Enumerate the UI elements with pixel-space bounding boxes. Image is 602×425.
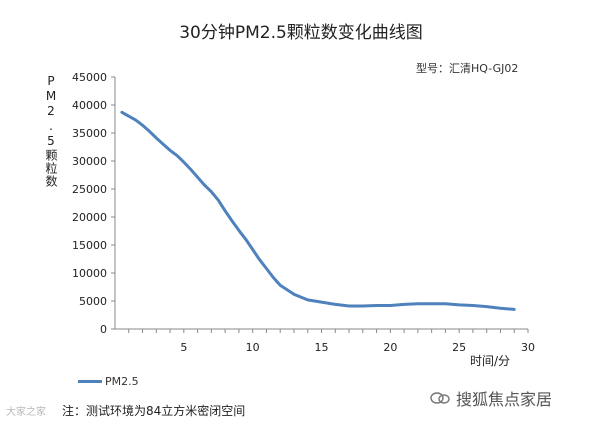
legend: PM2.5 <box>78 375 139 388</box>
y-tick-label: 5000 <box>79 295 107 308</box>
y-axis-label: PM2.5颗粒数 <box>44 74 58 188</box>
y-tick-label: 45000 <box>72 71 107 84</box>
series-lines <box>120 110 516 311</box>
y-tick-label: 25000 <box>72 183 107 196</box>
x-tick-label: 5 <box>180 341 187 354</box>
y-tick-label: 20000 <box>72 211 107 224</box>
brand-text: 搜狐焦点家居 <box>456 390 553 409</box>
x-axis-label: 时间/分 <box>470 354 510 368</box>
x-tick-label: 25 <box>452 341 466 354</box>
y-tick-label: 10000 <box>72 267 107 280</box>
x-tick-label: 15 <box>315 341 329 354</box>
x-tick-label: 20 <box>383 341 397 354</box>
x-tick-label: 30 <box>521 341 535 354</box>
y-tick-label: 30000 <box>72 155 107 168</box>
legend-label: PM2.5 <box>105 375 139 388</box>
y-ticks: 0 5000 10000 15000 20000 25000 30000 35000 40000… <box>72 71 115 336</box>
y-tick-label: 40000 <box>72 99 107 112</box>
footnote: 注：测试环境为84立方米密闭空间 <box>62 404 246 418</box>
y-tick-label: 15000 <box>72 239 107 252</box>
model-label: 型号：汇清HQ-GJ02 <box>416 62 519 75</box>
x-tick-label: 10 <box>246 341 260 354</box>
series-line-pm25 <box>120 110 516 311</box>
legend-swatch <box>78 380 102 383</box>
y-tick-label: 35000 <box>72 127 107 140</box>
chart-title: 30分钟PM2.5颗粒数变化曲线图 <box>179 23 423 43</box>
x-ticks: 5 10 15 20 25 30 <box>128 329 535 354</box>
watermark: 大家之家 <box>6 407 46 418</box>
brand-logo-icon <box>430 392 450 404</box>
brand: 搜狐焦点家居 <box>430 386 552 410</box>
axes <box>114 77 528 330</box>
y-tick-label: 0 <box>100 323 107 336</box>
